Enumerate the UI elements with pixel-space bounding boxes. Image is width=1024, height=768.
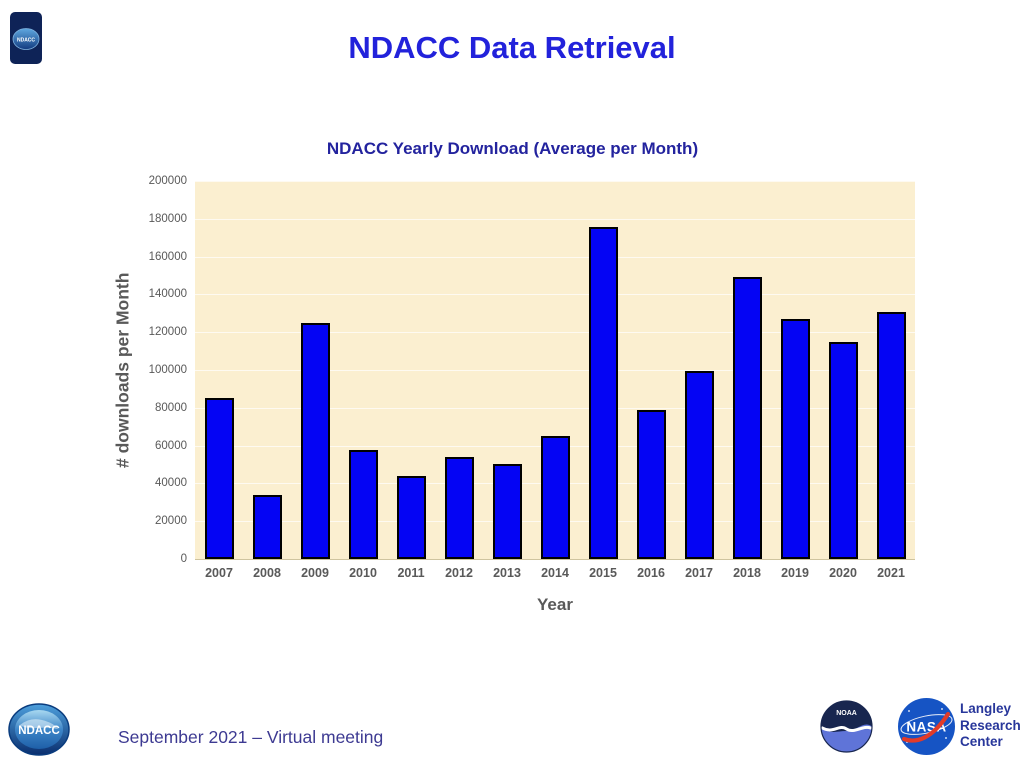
- ndacc-mini-logo-graphic: NDACC: [10, 12, 42, 64]
- ndacc-mini-logo-text: NDACC: [17, 38, 35, 44]
- slide-title: NDACC Data Retrieval: [348, 30, 676, 65]
- x-tick-label: 2018: [733, 566, 761, 580]
- bar-2012: [444, 456, 474, 559]
- bar-2009: [300, 322, 330, 559]
- x-axis-title: Year: [537, 595, 573, 614]
- x-tick-label: 2012: [445, 566, 473, 580]
- x-tick-label: 2014: [541, 566, 569, 580]
- y-tick-label: 200000: [148, 175, 187, 187]
- y-tick-label: 60000: [155, 439, 187, 452]
- x-tick-label: 2013: [493, 566, 521, 580]
- y-tick-label: 40000: [155, 477, 187, 490]
- langley-line-1: Langley: [960, 701, 1012, 716]
- x-tick-label: 2009: [301, 566, 329, 580]
- y-tick-label: 140000: [148, 288, 187, 301]
- noaa-logo-graphic: NOAA: [820, 700, 873, 753]
- bar-2017: [684, 370, 714, 559]
- ndacc-logo: NDACC: [8, 703, 70, 761]
- y-tick-label: 180000: [148, 212, 187, 225]
- langley-line-2: Research: [960, 717, 1021, 733]
- x-tick-label: 2017: [685, 566, 713, 580]
- y-tick-label: 160000: [148, 250, 187, 263]
- ndacc-logo-graphic: NDACC: [8, 703, 70, 756]
- y-tick-label: 20000: [155, 515, 187, 528]
- x-tick-label: 2011: [397, 566, 425, 580]
- langley-text: Langley Research Center: [960, 701, 1021, 751]
- langley-line-3: Center: [960, 734, 1003, 749]
- bar-2013: [492, 463, 522, 559]
- gridline: [195, 370, 915, 371]
- x-tick-label: 2016: [637, 566, 665, 580]
- footer-text: September 2021 – Virtual meeting: [118, 727, 384, 747]
- noaa-logo: NOAA: [820, 700, 873, 758]
- gridline: [195, 181, 915, 182]
- bar-2014: [540, 436, 570, 559]
- y-tick-label: 100000: [148, 364, 187, 376]
- y-axis-labels: 0 20000 40000 60000 80000 100000 120000 140000 1…: [130, 175, 187, 565]
- x-tick-label: 2010: [349, 566, 377, 580]
- ndacc-logo-text: NDACC: [18, 725, 60, 737]
- bar-2010: [348, 450, 378, 559]
- bar-2016: [636, 409, 666, 559]
- bar-2007: [204, 398, 234, 559]
- bar-2021: [876, 312, 906, 559]
- noaa-logo-text: NOAA: [836, 710, 857, 717]
- plot-area: [195, 181, 915, 560]
- y-tick-label: 120000: [148, 326, 187, 339]
- nasa-logo-graphic: NASA: [898, 698, 955, 755]
- bar-2008: [252, 494, 282, 559]
- gridline: [195, 256, 915, 258]
- gridline: [195, 218, 915, 220]
- y-tick-label: 0: [180, 553, 187, 565]
- bar-2015: [588, 227, 618, 559]
- x-tick-label: 2019: [781, 566, 809, 580]
- y-tick-label: 80000: [155, 401, 187, 414]
- bar-2018: [732, 277, 762, 559]
- bar-2019: [780, 318, 810, 559]
- nasa-logo: NASA: [897, 697, 956, 761]
- x-tick-label: 2015: [589, 566, 617, 580]
- gridline: [195, 407, 915, 409]
- x-tick-label: 2008: [253, 566, 281, 580]
- x-tick-label: 2020: [829, 566, 857, 580]
- bar-2020: [828, 341, 858, 559]
- x-tick-label: 2021: [877, 566, 905, 580]
- gridline: [195, 332, 915, 334]
- x-tick-label: 2007: [205, 566, 233, 580]
- ndacc-mini-logo: NDACC: [10, 12, 42, 69]
- chart-title: NDACC Yearly Download (Average per Month…: [326, 139, 699, 158]
- x-axis-labels: 2007 2008 2009 2010 2011 2012 2013 2014 2015 2016…: [195, 566, 915, 584]
- gridline: [195, 294, 915, 296]
- bar-2011: [396, 475, 426, 559]
